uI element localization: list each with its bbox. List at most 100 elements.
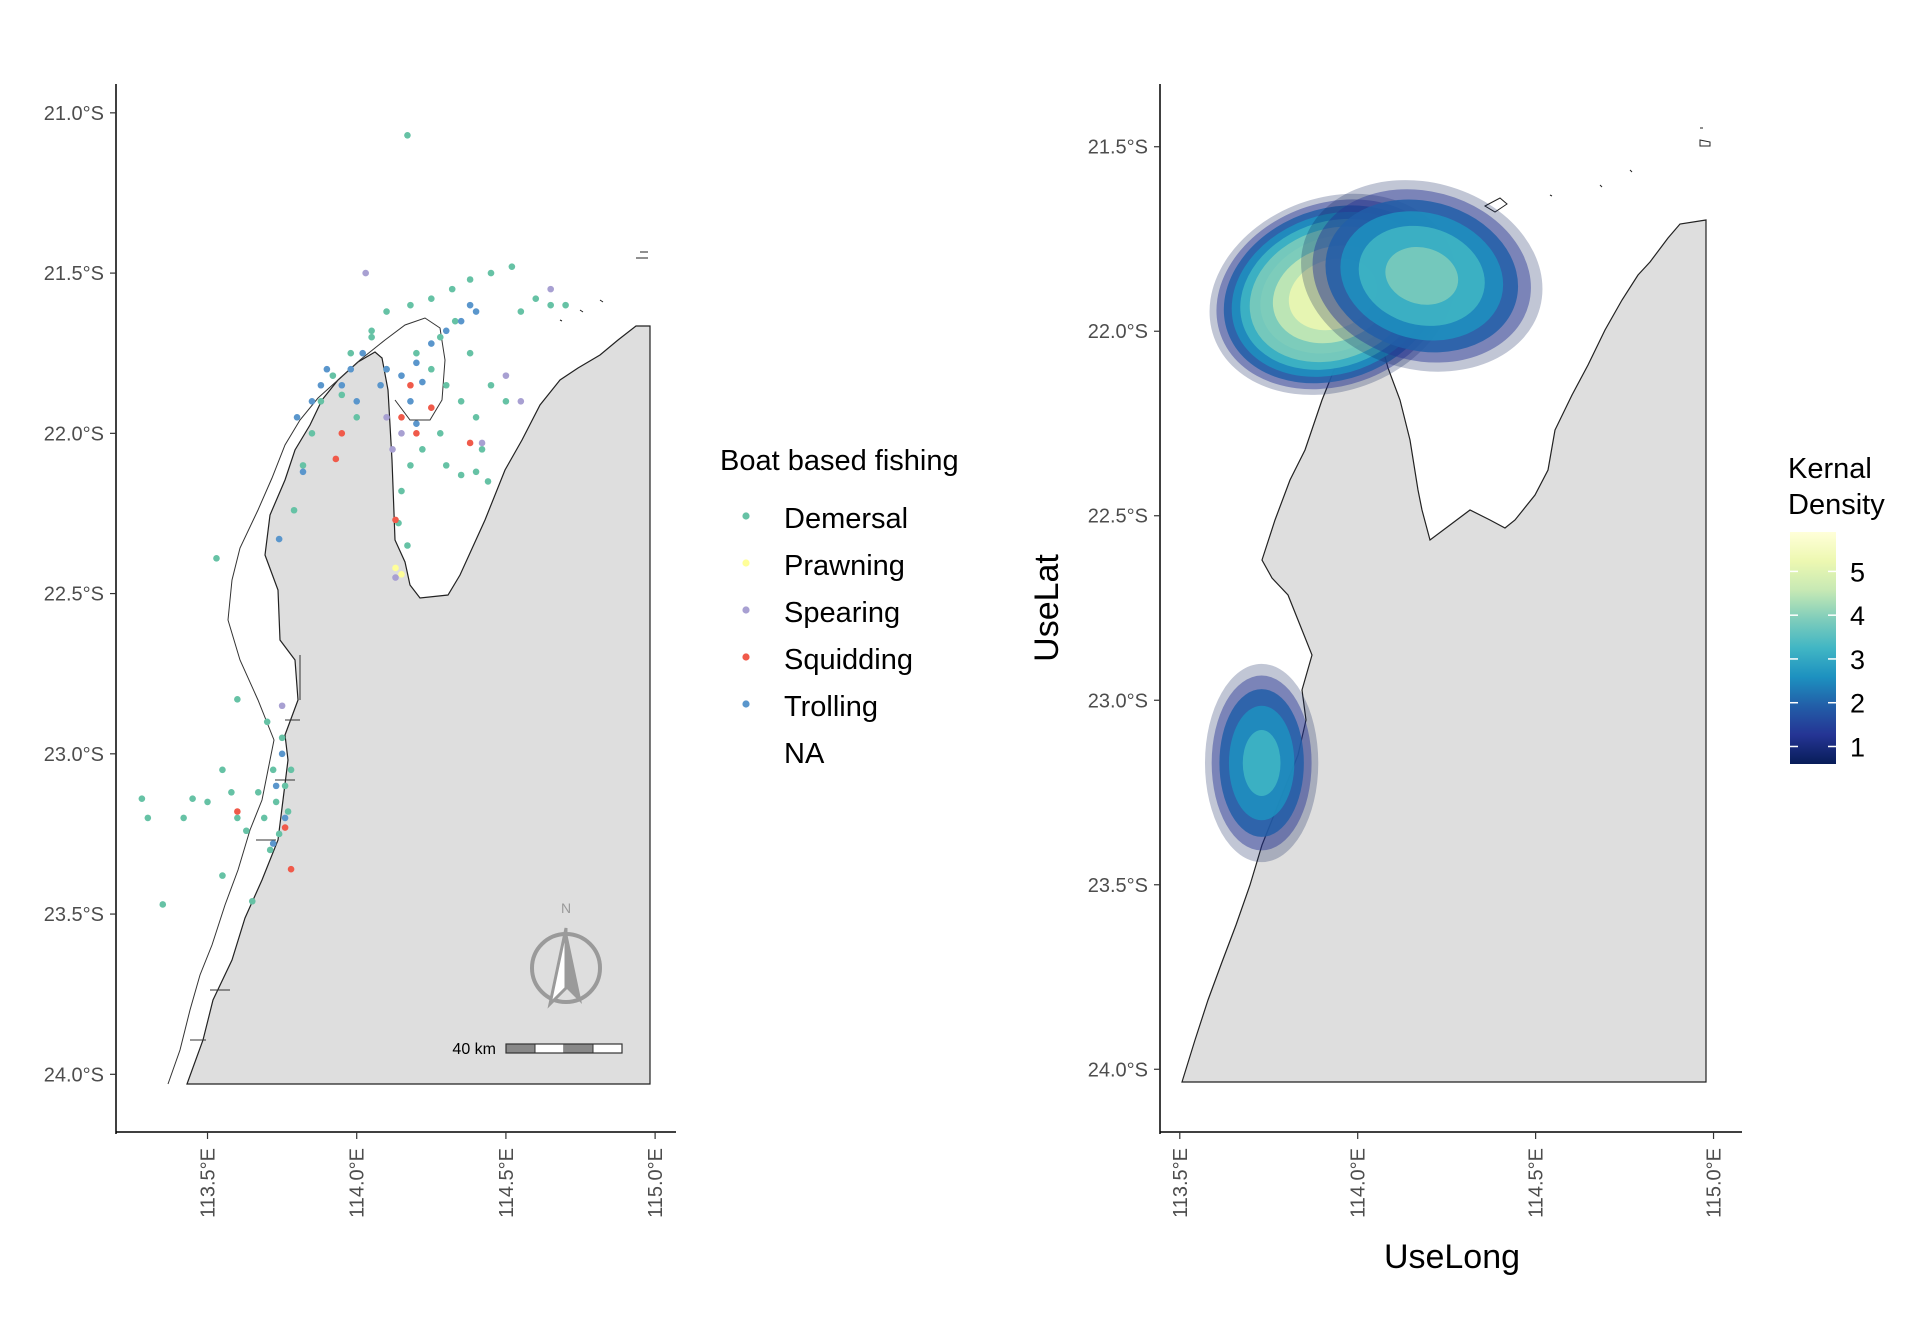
legend-key-prawning [742, 559, 750, 567]
left-land-layer [167, 251, 651, 1085]
point-trolling [281, 814, 289, 822]
legend-label-prawning: Prawning [784, 550, 905, 582]
point-demersal [407, 462, 414, 469]
colorbar-tick-label: 2 [1850, 689, 1865, 719]
point-spearing [547, 285, 554, 293]
point-demersal [419, 446, 426, 453]
legend-label-na: NA [784, 738, 825, 770]
point-trolling [466, 301, 474, 309]
point-trolling [383, 365, 390, 373]
point-demersal [263, 718, 271, 726]
point-squidding [407, 381, 414, 389]
left-y-tick-label: 22.0°S [44, 423, 104, 445]
point-trolling [323, 365, 331, 373]
point-demersal [228, 788, 235, 796]
right-y-tick-label: 23.5°S [1088, 875, 1148, 897]
point-trolling [347, 365, 355, 373]
point-trolling [353, 397, 361, 405]
point-demersal [269, 766, 277, 774]
point-demersal [457, 397, 465, 405]
point-demersal [502, 397, 510, 405]
point-trolling [472, 308, 480, 315]
point-demersal [213, 555, 220, 562]
point-demersal [472, 468, 480, 476]
point-demersal [478, 446, 486, 453]
north-label: N [561, 900, 571, 916]
point-spearing [389, 446, 396, 453]
point-demersal [144, 814, 152, 822]
legend-title: Boat based fishing [720, 445, 959, 477]
density-contour [1242, 729, 1281, 797]
point-demersal [299, 462, 307, 469]
north-arrow-icon: N [530, 900, 602, 1009]
point-demersal [278, 734, 286, 742]
point-trolling [413, 359, 420, 367]
point-demersal [428, 365, 435, 373]
point-demersal [487, 269, 495, 277]
left-y-tick-label: 24.0°S [44, 1064, 104, 1086]
left-y-tick-label: 23.0°S [44, 744, 104, 766]
point-trolling [338, 381, 346, 389]
point-demersal [338, 391, 346, 399]
point-demersal [508, 263, 516, 270]
colorbar-title-line2: Density [1788, 489, 1885, 521]
point-trolling [413, 420, 420, 428]
point-trolling [419, 378, 426, 386]
point-demersal [517, 308, 525, 315]
point-demersal [159, 901, 167, 908]
left-zone-outline [167, 317, 446, 1085]
point-demersal [329, 372, 337, 379]
point-demersal [308, 430, 316, 437]
right-y-ticks: 21.5°S 22.0°S 22.5°S 23.0°S 23.5°S 24.0°S [1088, 137, 1160, 1081]
point-demersal [547, 301, 554, 309]
point-demersal [398, 487, 405, 495]
point-trolling [359, 349, 366, 357]
left-x-tick-label: 114.0°E [347, 1148, 369, 1218]
point-squidding [234, 808, 241, 815]
point-squidding [413, 430, 420, 437]
point-spearing [398, 430, 405, 437]
left-y-ticks: 21.0°S 21.5°S 22.0°S 22.5°S 23.0°S 23.5°S 24.0… [44, 103, 116, 1086]
density-contour [1385, 246, 1459, 305]
scale-bar-label: 40 km [452, 1041, 496, 1058]
point-demersal [562, 301, 569, 309]
left-x-tick-label: 113.5°E [198, 1148, 220, 1218]
legend-key-spearing [742, 606, 750, 614]
point-demersal [347, 349, 355, 357]
colorbar-tick-label: 5 [1850, 557, 1865, 587]
point-demersal [248, 897, 256, 905]
point-squidding [428, 404, 435, 411]
point-demersal [404, 131, 411, 139]
colorbar-title-line1: Kernal [1788, 453, 1872, 485]
left-y-tick-label: 21.5°S [44, 263, 104, 285]
left-y-tick-label: 23.5°S [44, 904, 104, 926]
point-demersal [260, 814, 268, 822]
point-demersal [219, 766, 226, 774]
point-demersal [466, 276, 474, 283]
point-demersal [287, 766, 295, 774]
legend-label-spearing: Spearing [784, 597, 900, 629]
colorbar-tick-label: 1 [1850, 732, 1865, 762]
point-squidding [398, 414, 405, 421]
point-demersal [272, 798, 280, 806]
point-trolling [269, 840, 277, 847]
legend-label-squidding: Squidding [784, 644, 913, 676]
left-y-tick-label: 21.0°S [44, 103, 104, 125]
point-demersal [404, 542, 411, 549]
right-y-axis-title: UseLat [1028, 554, 1066, 662]
point-squidding [466, 439, 474, 447]
point-demersal [353, 414, 361, 421]
point-trolling [293, 414, 301, 421]
right-x-tick-label: 113.5°E [1170, 1148, 1192, 1218]
point-spearing [517, 397, 525, 405]
point-demersal [383, 308, 390, 315]
point-squidding [392, 516, 399, 524]
point-trolling [308, 397, 316, 405]
right-y-tick-label: 22.5°S [1088, 506, 1148, 528]
right-y-tick-label: 21.5°S [1088, 137, 1148, 159]
left-map-panel: 21.0°S 21.5°S 22.0°S 22.5°S 23.0°S 23.5°S 24.0… [44, 84, 676, 1218]
point-spearing [502, 372, 510, 379]
fishing-legend: Boat based fishing Demersal Prawning Spear… [720, 445, 959, 770]
point-demersal [442, 462, 450, 469]
